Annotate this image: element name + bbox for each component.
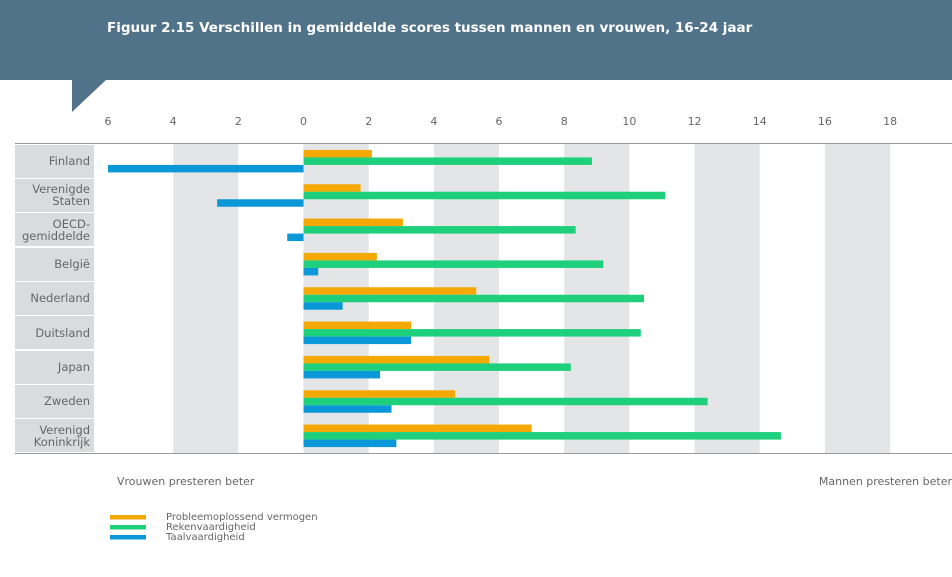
bar (303, 329, 641, 337)
bar (303, 260, 604, 268)
annotation: Vrouwen presteren beter (117, 475, 255, 488)
x-tick-label: 6 (496, 115, 503, 128)
bar (303, 191, 666, 200)
bar (303, 336, 412, 345)
y-tick-label: Zweden (15, 384, 94, 419)
bar (303, 218, 403, 227)
y-tick-label: Finland (15, 144, 94, 178)
bar (287, 233, 304, 242)
y-tick-label: Japan (15, 350, 94, 384)
legend-label: Probleemoplossend vermogen (166, 512, 318, 523)
header-tail (72, 80, 106, 112)
bar (303, 252, 377, 261)
bar (303, 390, 456, 398)
y-tick-label: Verenigd Koninkrijk (15, 419, 94, 453)
x-tick-label: 12 (688, 115, 702, 128)
category-label: Nederland (30, 291, 90, 306)
x-tick-label: 18 (883, 115, 897, 128)
header-band (0, 0, 952, 80)
x-tick-label: 16 (818, 115, 832, 128)
bar (303, 321, 412, 330)
x-tick-label: 6 (105, 115, 112, 128)
grid-band (824, 144, 891, 453)
bar (303, 424, 532, 433)
legend-swatch (110, 535, 146, 540)
bar (303, 149, 372, 158)
x-tick-label: 14 (753, 115, 767, 128)
bar (303, 157, 592, 165)
bar (303, 267, 319, 276)
x-tick-label: 4 (170, 115, 177, 128)
x-tick-label: 2 (235, 115, 242, 128)
category-label: Finland (48, 154, 90, 169)
y-tick-label: Verenigde Staten (15, 178, 94, 213)
grid-band (694, 144, 760, 453)
bar (303, 287, 477, 295)
bar (303, 397, 708, 406)
bar (303, 439, 397, 448)
x-tick-label: 8 (561, 115, 568, 128)
bar (303, 184, 361, 192)
legend-swatch (110, 515, 146, 520)
category-label: Verenigde Staten (32, 182, 90, 209)
y-tick-label: Nederland (15, 281, 94, 316)
grid-band (173, 144, 239, 453)
annotation: Mannen presteren beter (818, 475, 952, 488)
bar (217, 199, 304, 207)
legend-label: Taalvaardigheid (165, 532, 245, 543)
bar (303, 432, 781, 440)
category-label: Duitsland (35, 325, 90, 340)
bar (303, 370, 381, 379)
bar (303, 294, 645, 303)
x-tick-label: 0 (300, 115, 307, 128)
bar (303, 405, 392, 413)
bar (303, 226, 576, 234)
bar (303, 355, 490, 364)
bar (108, 164, 304, 173)
category-label: België (54, 257, 90, 272)
category-label: Japan (57, 360, 90, 375)
y-tick-label: OECD-gemiddelde (15, 213, 94, 247)
bar (303, 363, 571, 371)
legend-label: Rekenvaardigheid (166, 522, 256, 533)
x-tick-label: 10 (622, 115, 636, 128)
category-label: Zweden (43, 394, 90, 409)
x-tick-label: 2 (365, 115, 372, 128)
category-label: Verenigd Koninkrijk (33, 422, 90, 449)
legend-swatch (110, 525, 146, 530)
y-tick-label: België (15, 247, 94, 281)
y-tick-label: Duitsland (15, 316, 94, 350)
chart-title: Figuur 2.15 Verschillen in gemiddelde sc… (107, 20, 753, 36)
category-label: OECD-gemiddelde (21, 216, 90, 243)
x-tick-label: 4 (430, 115, 437, 128)
bar (303, 302, 343, 310)
